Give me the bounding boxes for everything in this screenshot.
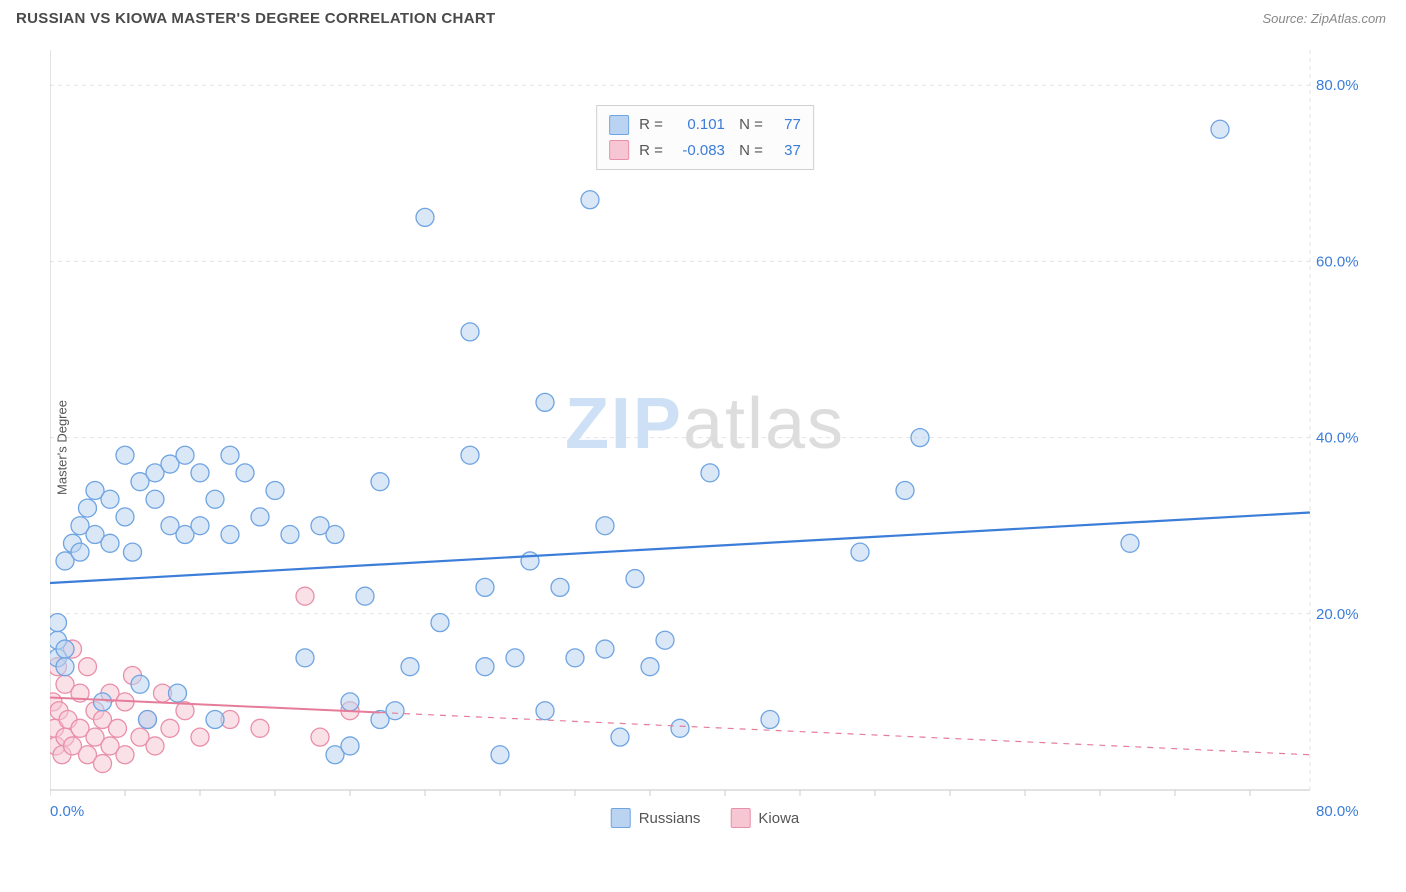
source-attribution: Source: ZipAtlas.com [1262,11,1386,26]
swatch-russians [609,115,629,135]
stats-box: R = 0.101 N = 77 R = -0.083 N = 37 [596,105,814,170]
chart-area: Master's Degree 20.0% 40.0% 60.0% 80.0% 0.0%… [50,50,1360,830]
stat-r-label: R = [639,112,663,138]
y-axis-label: Master's Degree [55,400,70,495]
stat-n-label: N = [735,138,763,164]
legend-label-russians: Russians [639,810,701,827]
legend-swatch-russians [611,808,631,828]
header: RUSSIAN VS KIOWA MASTER'S DEGREE CORRELA… [0,0,1406,33]
svg-text:80.0%: 80.0% [1316,803,1359,820]
legend-label-kiowa: Kiowa [758,810,799,827]
svg-text:60.0%: 60.0% [1316,253,1359,270]
chart-title: RUSSIAN VS KIOWA MASTER'S DEGREE CORRELA… [16,10,495,27]
stat-r-label: R = [639,138,663,164]
stat-r-value-kiowa: -0.083 [673,138,725,164]
svg-text:0.0%: 0.0% [50,803,84,820]
stats-row-kiowa: R = -0.083 N = 37 [609,138,801,164]
stat-n-label: N = [735,112,763,138]
legend-item-kiowa: Kiowa [730,808,799,828]
svg-text:80.0%: 80.0% [1316,77,1359,94]
swatch-kiowa [609,140,629,160]
stats-row-russians: R = 0.101 N = 77 [609,112,801,138]
legend-item-russians: Russians [611,808,701,828]
bottom-legend: Russians Kiowa [611,808,800,828]
svg-text:40.0%: 40.0% [1316,430,1359,447]
svg-text:20.0%: 20.0% [1316,606,1359,623]
stat-n-value-russians: 77 [773,112,801,138]
stat-r-value-russians: 0.101 [673,112,725,138]
stat-n-value-kiowa: 37 [773,138,801,164]
legend-swatch-kiowa [730,808,750,828]
